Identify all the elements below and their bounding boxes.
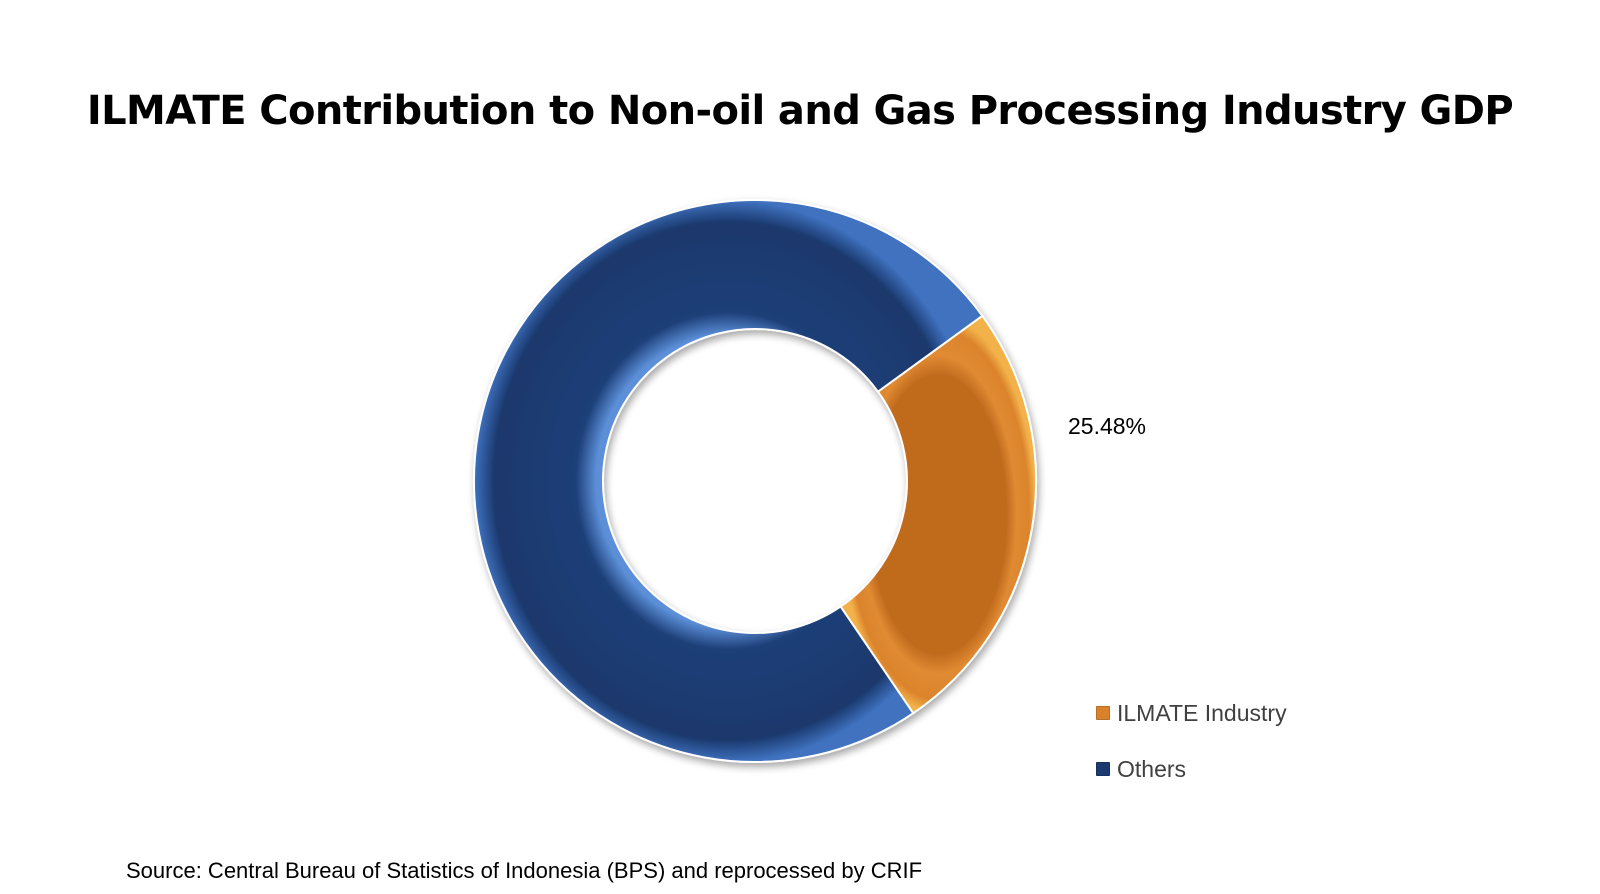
- legend-label-ilmate: ILMATE Industry: [1117, 699, 1287, 726]
- legend-label-others: Others: [1117, 755, 1187, 782]
- legend-item-ilmate: ILMATE Industry: [1096, 698, 1287, 728]
- legend-swatch-others: [1096, 762, 1110, 776]
- slice-ilmate: [839, 314, 1037, 715]
- slice-others: [473, 199, 984, 763]
- legend-swatch-ilmate: [1096, 706, 1110, 720]
- chart-title: ILMATE Contribution to Non-oil and Gas P…: [86, 88, 1514, 134]
- source-note: Source: Central Bureau of Statistics of …: [126, 858, 923, 883]
- legend-item-others: Others: [1096, 754, 1287, 784]
- data-label-ilmate: 25.48%: [1068, 413, 1147, 439]
- legend: ILMATE Industry Others: [1096, 698, 1287, 810]
